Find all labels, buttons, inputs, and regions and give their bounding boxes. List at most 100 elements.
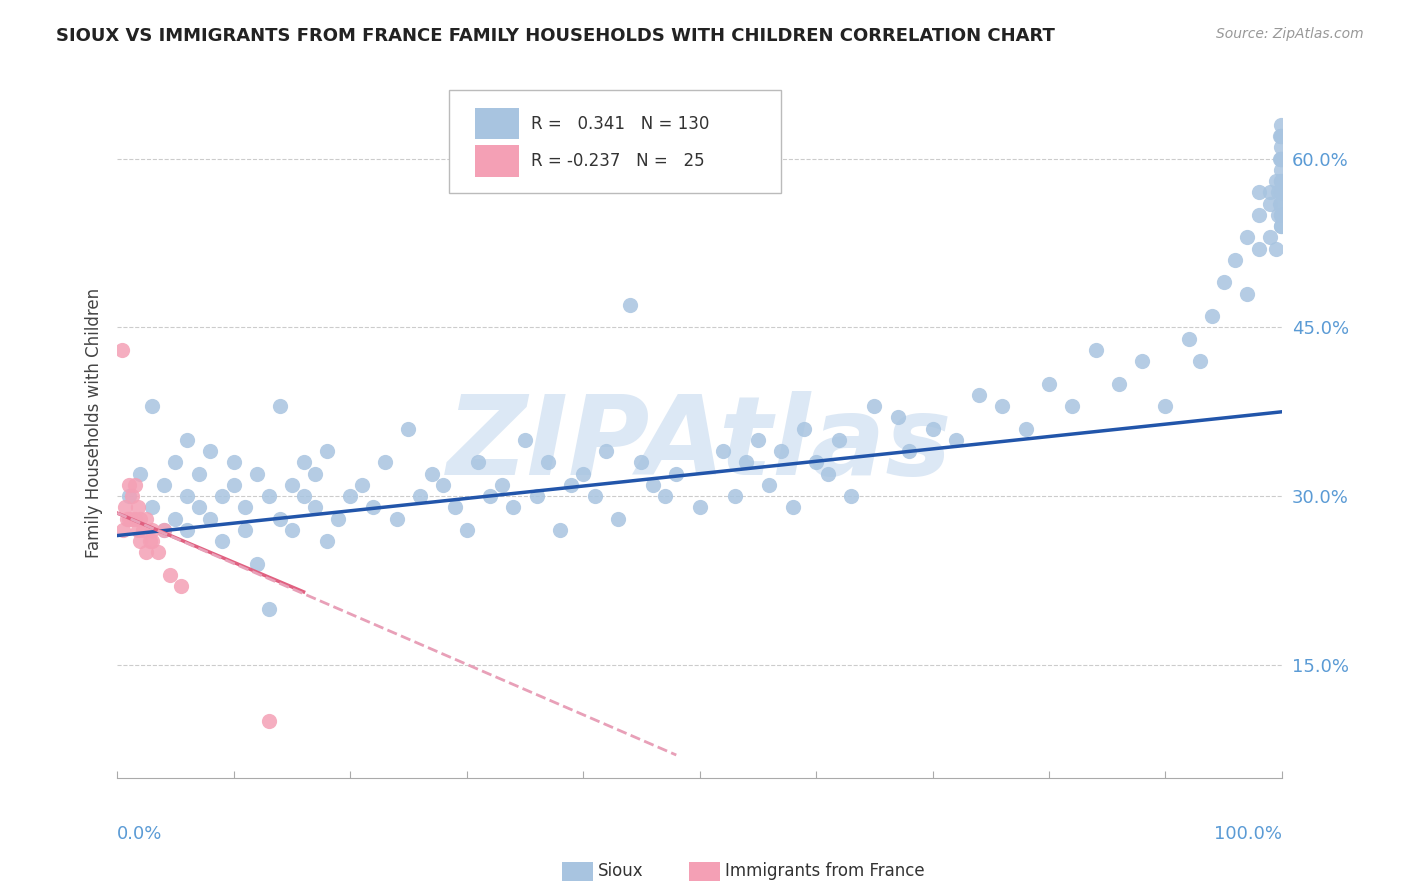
Point	[1270, 196, 1292, 211]
Point	[292, 489, 315, 503]
Point	[129, 511, 152, 525]
Point	[141, 534, 163, 549]
Point	[456, 523, 478, 537]
Point	[339, 489, 361, 503]
Point	[619, 298, 641, 312]
Point	[1212, 276, 1234, 290]
Point	[1108, 376, 1130, 391]
Text: Immigrants from France: Immigrants from France	[725, 863, 925, 880]
Point	[863, 399, 886, 413]
Point	[921, 422, 943, 436]
Point	[170, 579, 193, 593]
Point	[711, 444, 734, 458]
Point	[281, 478, 304, 492]
Point	[257, 714, 280, 729]
Point	[1267, 208, 1289, 222]
Point	[118, 511, 141, 525]
Point	[1154, 399, 1177, 413]
Point	[945, 433, 967, 447]
Point	[1270, 208, 1292, 222]
Point	[1247, 186, 1270, 200]
Point	[363, 500, 385, 515]
Point	[233, 500, 256, 515]
Text: SIOUX VS IMMIGRANTS FROM FRANCE FAMILY HOUSEHOLDS WITH CHILDREN CORRELATION CHAR: SIOUX VS IMMIGRANTS FROM FRANCE FAMILY H…	[56, 27, 1054, 45]
Point	[257, 489, 280, 503]
Point	[793, 422, 815, 436]
Point	[444, 500, 467, 515]
Point	[152, 523, 174, 537]
Point	[409, 489, 432, 503]
Point	[1236, 230, 1258, 244]
Point	[1270, 186, 1292, 200]
Point	[1270, 152, 1292, 166]
Point	[839, 489, 862, 503]
Point	[124, 511, 146, 525]
Point	[269, 511, 291, 525]
Point	[118, 489, 141, 503]
Point	[159, 568, 181, 582]
Point	[1270, 118, 1292, 132]
Point	[583, 489, 606, 503]
Point	[572, 467, 595, 481]
Point	[114, 500, 136, 515]
Point	[804, 455, 827, 469]
Point	[967, 388, 990, 402]
Point	[770, 444, 793, 458]
Point	[233, 523, 256, 537]
Point	[1268, 152, 1291, 166]
Point	[1270, 129, 1292, 144]
Point	[141, 523, 163, 537]
Point	[1130, 354, 1153, 368]
Point	[1270, 186, 1292, 200]
Point	[1247, 242, 1270, 256]
Point	[129, 467, 152, 481]
Point	[560, 478, 582, 492]
Point	[886, 410, 908, 425]
Point	[1268, 196, 1291, 211]
Point	[141, 500, 163, 515]
Point	[1178, 332, 1201, 346]
Point	[1236, 286, 1258, 301]
Point	[747, 433, 769, 447]
Point	[1270, 129, 1292, 144]
Point	[200, 511, 222, 525]
Point	[491, 478, 513, 492]
Point	[828, 433, 851, 447]
Point	[129, 534, 152, 549]
FancyBboxPatch shape	[449, 90, 782, 193]
Point	[176, 489, 198, 503]
Point	[152, 523, 174, 537]
Point	[1270, 162, 1292, 177]
Point	[689, 500, 711, 515]
Point	[222, 455, 245, 469]
Point	[146, 545, 169, 559]
Point	[665, 467, 688, 481]
Point	[396, 422, 419, 436]
Point	[257, 601, 280, 615]
Point	[1270, 152, 1292, 166]
Point	[135, 545, 157, 559]
Point	[115, 511, 138, 525]
Point	[735, 455, 758, 469]
Point	[1260, 186, 1282, 200]
Point	[758, 478, 780, 492]
Point	[281, 523, 304, 537]
Point	[135, 511, 157, 525]
Point	[595, 444, 617, 458]
Point	[127, 523, 149, 537]
Point	[898, 444, 921, 458]
Point	[1225, 252, 1247, 267]
Point	[1015, 422, 1038, 436]
Point	[1260, 196, 1282, 211]
Y-axis label: Family Households with Children: Family Households with Children	[86, 288, 103, 558]
Point	[1270, 219, 1292, 233]
Point	[1038, 376, 1060, 391]
Point	[1268, 129, 1291, 144]
Point	[782, 500, 804, 515]
Point	[374, 455, 396, 469]
Point	[467, 455, 489, 469]
Point	[1201, 309, 1223, 323]
Point	[526, 489, 548, 503]
Point	[630, 455, 652, 469]
Point	[304, 467, 326, 481]
